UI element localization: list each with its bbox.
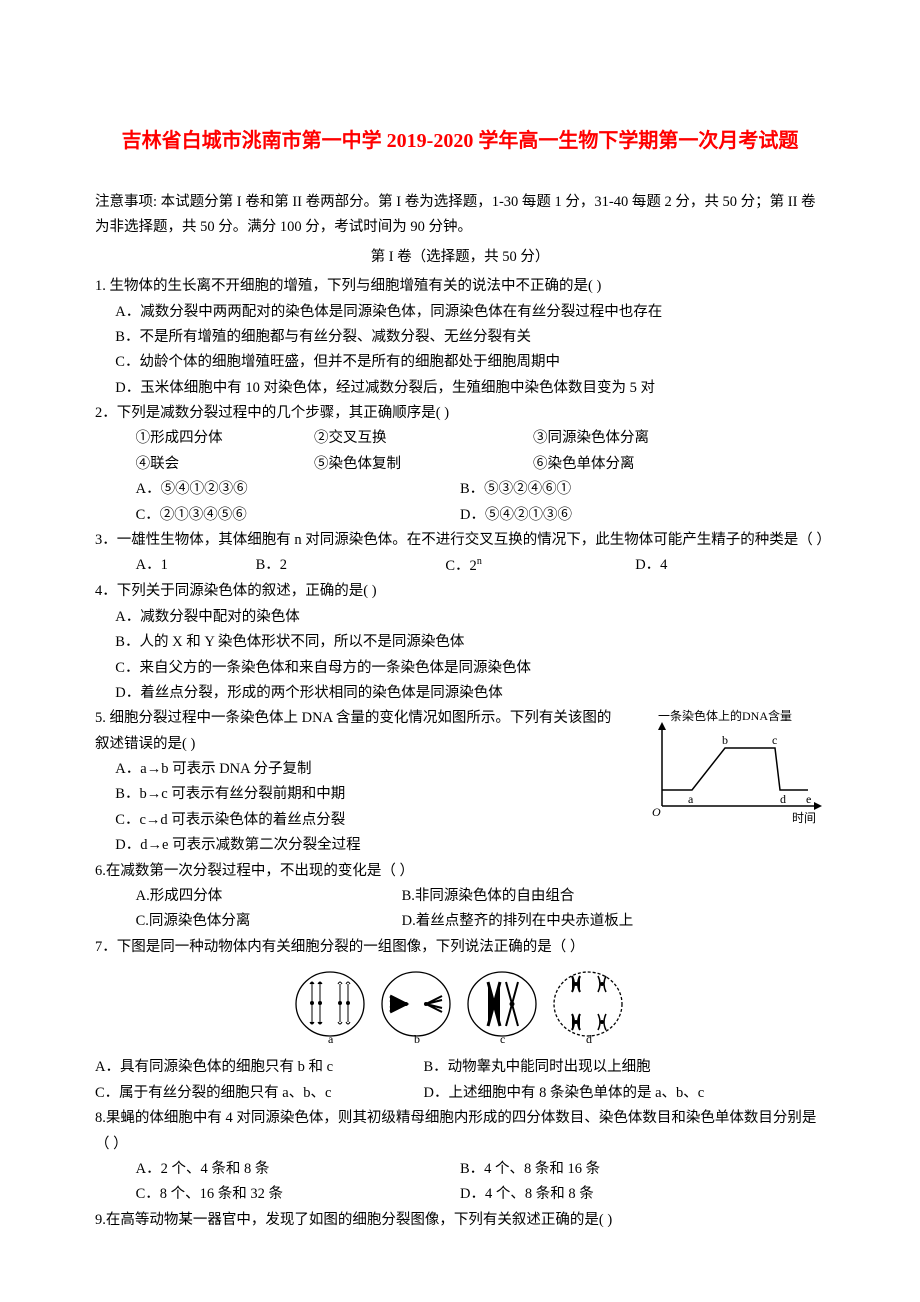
q2-opt-b: B．⑤③②④⑥① [460, 477, 825, 502]
chart-xlabel: 时间 [792, 811, 816, 825]
svg-text:c: c [500, 1032, 505, 1044]
q6-opt-a: A.形成四分体 [95, 884, 402, 909]
q5-stem: 5. 细胞分裂过程中一条染色体上 DNA 含量的变化情况如图所示。下列有关该图的… [95, 706, 615, 757]
cell-division-diagram: a b c d [290, 966, 630, 1044]
page-title: 吉林省白城市洮南市第一中学 2019-2020 学年高一生物下学期第一次月考试题 [95, 120, 825, 162]
question-2: 2．下列是减数分裂过程中的几个步骤，其正确顺序是( ) ①形成四分体 ②交叉互换… [95, 401, 825, 528]
cell-b [382, 972, 450, 1036]
q7-opt-a: A．具有同源染色体的细胞只有 b 和 c [95, 1055, 424, 1080]
pt-c: c [772, 733, 777, 747]
q4-opt-d: D．着丝点分裂，形成的两个形状相同的染色体是同源染色体 [95, 681, 825, 706]
q7-stem: 7．下图是同一种动物体内有关细胞分裂的一组图像，下列说法正确的是（ ） [95, 935, 825, 960]
question-3: 3．一雄性生物体，其体细胞有 n 对同源染色体。在不进行交叉互换的情况下，此生物… [95, 528, 825, 580]
q8-opt-d: D．4 个、8 条和 8 条 [460, 1182, 825, 1207]
cell-c [468, 972, 536, 1036]
q5-opt-b: B．b→c 可表示有丝分裂前期和中期 [95, 782, 615, 807]
pt-b: b [722, 733, 728, 747]
q1-opt-c: C．幼龄个体的细胞增殖旺盛，但并不是所有的细胞都处于细胞周期中 [95, 350, 825, 375]
question-5: 5. 细胞分裂过程中一条染色体上 DNA 含量的变化情况如图所示。下列有关该图的… [95, 706, 825, 858]
q5-opt-d: D．d→e 可表示减数第二次分裂全过程 [95, 833, 615, 858]
q1-opt-d: D．玉米体细胞中有 10 对染色体，经过减数分裂后，生殖细胞中染色体数目变为 5… [95, 376, 825, 401]
question-7: 7．下图是同一种动物体内有关细胞分裂的一组图像，下列说法正确的是（ ） [95, 935, 825, 1107]
chart-origin: O [652, 805, 661, 819]
cell-d [554, 972, 622, 1036]
chart-ylabel: 一条染色体上的DNA含量 [658, 708, 792, 723]
pt-e: e [806, 792, 811, 806]
q2-step2: ②交叉互换 [314, 426, 533, 451]
section-header: 第 I 卷（选择题，共 50 分） [95, 245, 825, 270]
q3-opt-a: A．1 [95, 553, 256, 579]
q9-stem: 9.在高等动物某一器官中，发现了如图的细胞分裂图像，下列有关叙述正确的是( ) [95, 1208, 825, 1233]
svg-text:b: b [414, 1032, 420, 1044]
q4-opt-a: A．减数分裂中配对的染色体 [95, 605, 825, 630]
q8-opt-a: A．2 个、4 条和 8 条 [95, 1157, 460, 1182]
q6-opt-b: B.非同源染色体的自由组合 [402, 884, 825, 909]
q5-opt-c: C．c→d 可表示染色体的着丝点分裂 [95, 808, 615, 833]
q3-opt-b: B．2 [256, 553, 446, 579]
dna-content-chart: 一条染色体上的DNA含量 a b c d e O 时间 [640, 708, 825, 826]
question-8: 8.果蝇的体细胞中有 4 对同源染色体，则其初级精母细胞内形成的四分体数目、染色… [95, 1106, 825, 1208]
question-9: 9.在高等动物某一器官中，发现了如图的细胞分裂图像，下列有关叙述正确的是( ) [95, 1208, 825, 1233]
q4-opt-c: C．来自父方的一条染色体和来自母方的一条染色体是同源染色体 [95, 656, 825, 681]
q2-step1: ①形成四分体 [95, 426, 314, 451]
q6-opt-d: D.着丝点整齐的排列在中央赤道板上 [402, 909, 825, 934]
q2-opt-d: D．⑤④②①③⑥ [460, 503, 825, 528]
pt-a: a [688, 792, 694, 806]
q1-stem: 1. 生物体的生长离不开细胞的增殖，下列与细胞增殖有关的说法中不正确的是( ) [95, 274, 825, 299]
q7-opt-c: C．属于有丝分裂的细胞只有 a、b、c [95, 1081, 424, 1106]
instructions-text: 注意事项: 本试题分第 I 卷和第 II 卷两部分。第 I 卷为选择题，1-30… [95, 190, 825, 241]
q6-opt-c: C.同源染色体分离 [95, 909, 402, 934]
chart-line [662, 748, 808, 790]
q1-opt-b: B．不是所有增殖的细胞都与有丝分裂、减数分裂、无丝分裂有关 [95, 325, 825, 350]
q7-opt-d: D．上述细胞中有 8 条染色单体的是 a、b、c [424, 1081, 826, 1106]
q2-opt-a: A．⑤④①②③⑥ [95, 477, 460, 502]
q2-step5: ⑤染色体复制 [314, 452, 533, 477]
q5-opt-a: A．a→b 可表示 DNA 分子复制 [95, 757, 615, 782]
cell-a [296, 972, 364, 1036]
pt-d: d [780, 792, 786, 806]
q2-opt-c: C．②①③④⑤⑥ [95, 503, 460, 528]
q7-opt-b: B．动物睾丸中能同时出现以上细胞 [424, 1055, 826, 1080]
svg-text:d: d [586, 1032, 592, 1044]
q3-opt-c: C．2n [445, 553, 635, 579]
svg-text:a: a [328, 1032, 334, 1044]
q3-stem: 3．一雄性生物体，其体细胞有 n 对同源染色体。在不进行交叉互换的情况下，此生物… [95, 528, 825, 553]
q1-opt-a: A．减数分裂中两两配对的染色体是同源染色体，同源染色体在有丝分裂过程中也存在 [95, 300, 825, 325]
q8-stem: 8.果蝇的体细胞中有 4 对同源染色体，则其初级精母细胞内形成的四分体数目、染色… [95, 1106, 825, 1157]
q8-opt-c: C．8 个、16 条和 32 条 [95, 1182, 460, 1207]
question-4: 4．下列关于同源染色体的叙述，正确的是( ) A．减数分裂中配对的染色体 B．人… [95, 579, 825, 706]
question-1: 1. 生物体的生长离不开细胞的增殖，下列与细胞增殖有关的说法中不正确的是( ) … [95, 274, 825, 401]
question-6: 6.在减数第一次分裂过程中，不出现的变化是（ ） A.形成四分体 B.非同源染色… [95, 859, 825, 935]
q3-opt-d: D．4 [635, 553, 825, 579]
q2-step6: ⑥染色单体分离 [533, 452, 825, 477]
q4-opt-b: B．人的 X 和 Y 染色体形状不同，所以不是同源染色体 [95, 630, 825, 655]
q8-opt-b: B．4 个、8 条和 16 条 [460, 1157, 825, 1182]
q6-stem: 6.在减数第一次分裂过程中，不出现的变化是（ ） [95, 859, 825, 884]
q2-step3: ③同源染色体分离 [533, 426, 825, 451]
q2-stem: 2．下列是减数分裂过程中的几个步骤，其正确顺序是( ) [95, 401, 825, 426]
q2-step4: ④联会 [95, 452, 314, 477]
q4-stem: 4．下列关于同源染色体的叙述，正确的是( ) [95, 579, 825, 604]
